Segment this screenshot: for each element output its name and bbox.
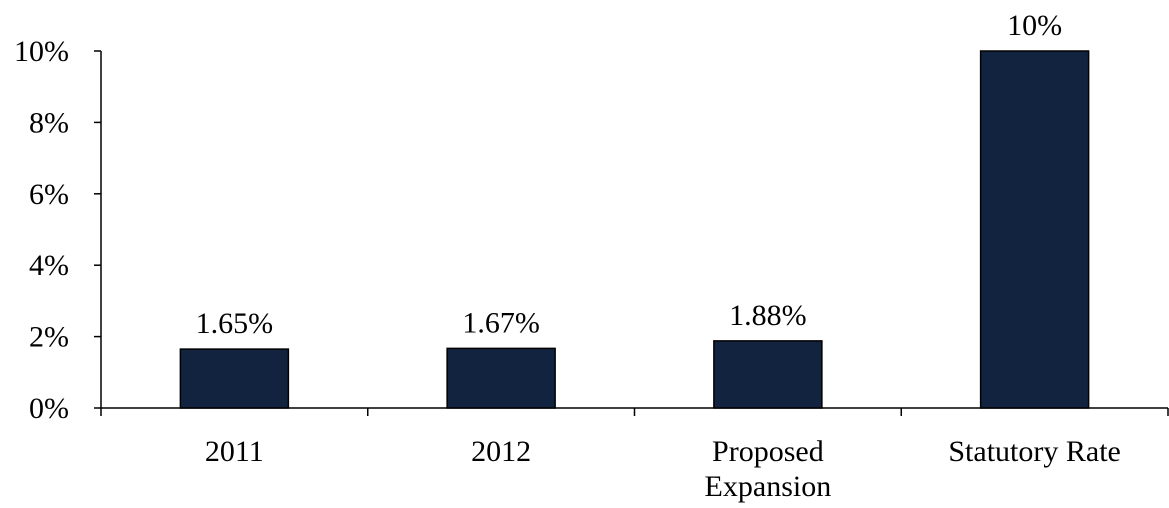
category-label: Proposed: [712, 435, 824, 468]
bar: [446, 347, 556, 409]
bar-value-label: 1.65%: [196, 307, 274, 340]
data-labels: 1.65% 1.67% 1.88% 10%: [196, 9, 1063, 340]
category-label: Statutory Rate: [948, 435, 1120, 468]
bar: [179, 348, 290, 409]
y-tick-label: 10%: [14, 35, 69, 68]
category-label: 2012: [471, 435, 531, 468]
bar-value-label: 1.88%: [729, 299, 807, 332]
bar: [713, 340, 823, 409]
category-label: 2011: [205, 435, 264, 468]
y-tick-label: 6%: [29, 178, 69, 211]
bar-value-label: 1.67%: [462, 306, 540, 339]
bar: [979, 50, 1090, 409]
y-tick-label: 8%: [29, 106, 69, 139]
y-tick-label: 4%: [29, 249, 69, 282]
category-label: Expansion: [705, 470, 832, 503]
y-tick-label: 2%: [29, 321, 69, 354]
x-axis: [100, 407, 1169, 416]
y-tick-label: 0%: [29, 392, 69, 425]
bars: [179, 50, 1090, 409]
bar-value-label: 10%: [1007, 9, 1062, 42]
y-axis: 0% 2% 4% 6% 8% 10%: [14, 35, 102, 425]
